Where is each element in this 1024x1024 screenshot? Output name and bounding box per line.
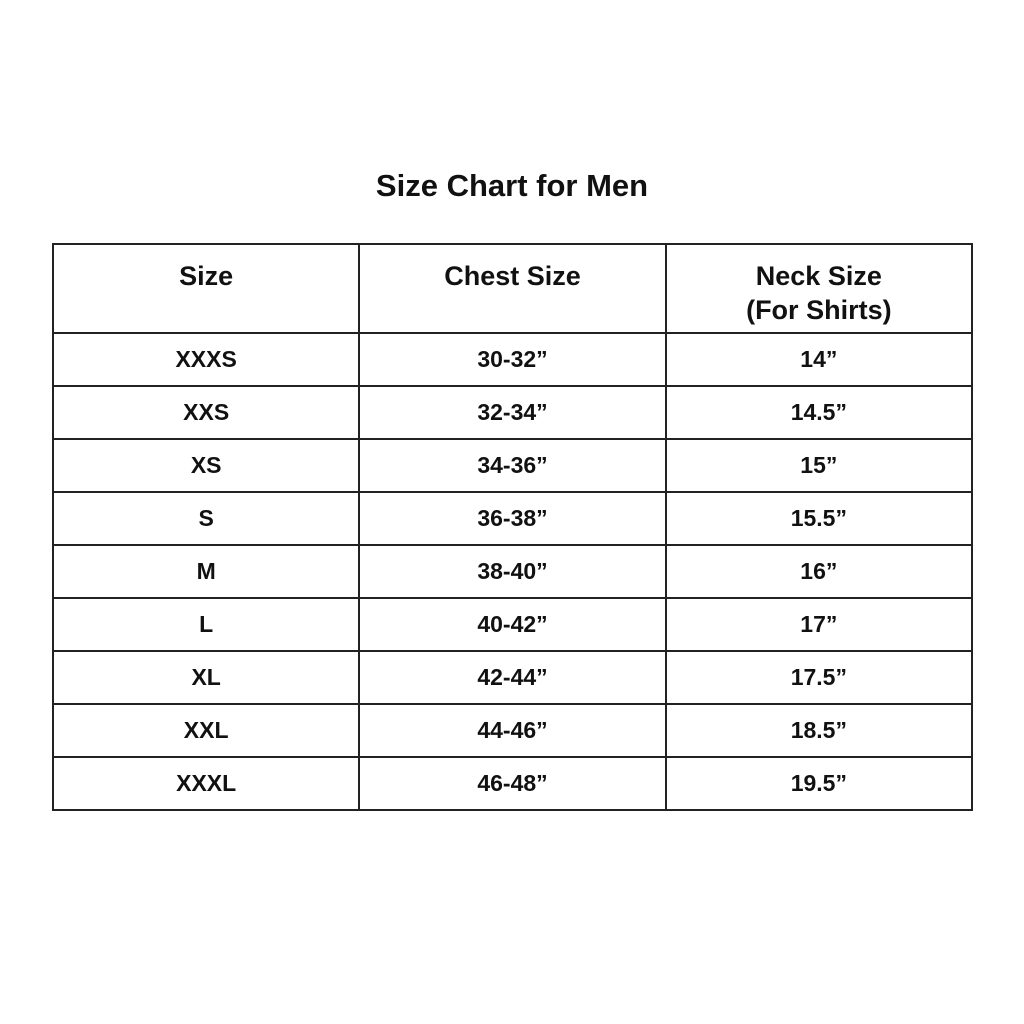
neck-size-cell: 19.5”	[664, 756, 974, 811]
size-cell: XXXS	[51, 332, 361, 387]
header-chest-size: Chest Size	[358, 243, 667, 334]
neck-size-cell: 16”	[664, 544, 974, 599]
chest-size-cell: 46-48”	[358, 756, 667, 811]
chest-size-cell: 40-42”	[358, 597, 667, 652]
table-row: S 36-38” 15.5”	[51, 491, 974, 546]
chest-size-cell: 42-44”	[358, 650, 667, 705]
neck-size-cell: 14”	[664, 332, 974, 387]
size-cell: XS	[51, 438, 361, 493]
table-row: XXS 32-34” 14.5”	[51, 385, 974, 440]
table-row: XXL 44-46” 18.5”	[51, 703, 974, 758]
table-header-row: Size Chest Size Neck Size (For Shirts)	[51, 243, 974, 334]
chest-size-cell: 38-40”	[358, 544, 667, 599]
page-title: Size Chart for Men	[375, 168, 649, 203]
table-row: XXXS 30-32” 14”	[51, 332, 974, 387]
neck-size-cell: 15”	[664, 438, 974, 493]
table-row: L 40-42” 17”	[51, 597, 974, 652]
neck-size-cell: 17.5”	[664, 650, 974, 705]
table-row: M 38-40” 16”	[51, 544, 974, 599]
size-cell: XXL	[51, 703, 361, 758]
table-row: XL 42-44” 17.5”	[51, 650, 974, 705]
size-cell: S	[51, 491, 361, 546]
header-size: Size	[51, 243, 361, 334]
chest-size-cell: 32-34”	[358, 385, 667, 440]
size-cell: XXS	[51, 385, 361, 440]
size-cell: L	[51, 597, 361, 652]
size-cell: XL	[51, 650, 361, 705]
header-neck-size: Neck Size (For Shirts)	[664, 243, 974, 334]
size-cell: XXXL	[51, 756, 361, 811]
neck-size-cell: 15.5”	[664, 491, 974, 546]
chest-size-cell: 36-38”	[358, 491, 667, 546]
size-chart-table: Size Chest Size Neck Size (For Shirts) X…	[51, 243, 974, 811]
table-row: XS 34-36” 15”	[51, 438, 974, 493]
neck-size-cell: 18.5”	[664, 703, 974, 758]
size-cell: M	[51, 544, 361, 599]
header-neck-size-note: (For Shirts)	[746, 295, 892, 325]
chest-size-cell: 34-36”	[358, 438, 667, 493]
neck-size-cell: 17”	[664, 597, 974, 652]
table-row: XXXL 46-48” 19.5”	[51, 756, 974, 811]
chest-size-cell: 44-46”	[358, 703, 667, 758]
header-neck-size-label: Neck Size	[755, 261, 882, 291]
chest-size-cell: 30-32”	[358, 332, 667, 387]
neck-size-cell: 14.5”	[664, 385, 974, 440]
